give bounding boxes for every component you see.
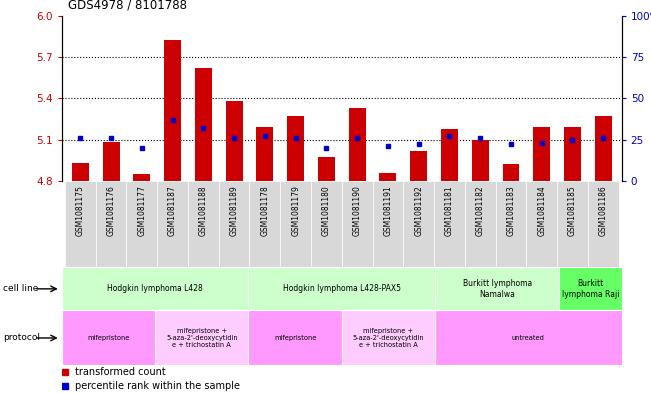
Bar — [559, 267, 622, 310]
Text: GSM1081183: GSM1081183 — [506, 185, 516, 236]
Bar — [195, 68, 212, 181]
Bar — [503, 164, 519, 181]
Bar — [103, 142, 120, 181]
Text: mifepristone +
5-aza-2'-deoxycytidin
e + trichostatin A: mifepristone + 5-aza-2'-deoxycytidin e +… — [353, 328, 424, 348]
Text: GSM1081179: GSM1081179 — [291, 185, 300, 236]
Bar — [287, 116, 304, 181]
Bar — [133, 174, 150, 181]
Bar — [155, 310, 249, 365]
Bar — [65, 181, 96, 267]
Bar — [62, 267, 249, 310]
Text: GSM1081191: GSM1081191 — [383, 185, 393, 236]
Bar — [472, 140, 489, 181]
Bar — [249, 310, 342, 365]
Bar — [342, 181, 372, 267]
Bar — [557, 181, 588, 267]
Text: GSM1081176: GSM1081176 — [107, 185, 116, 236]
Text: GSM1081178: GSM1081178 — [260, 185, 270, 236]
Bar — [280, 181, 311, 267]
Bar — [226, 101, 243, 181]
Bar — [62, 310, 155, 365]
Bar — [495, 181, 527, 267]
Bar — [126, 181, 157, 267]
Bar — [249, 181, 280, 267]
Bar — [465, 181, 495, 267]
Bar — [318, 157, 335, 181]
Text: GSM1081185: GSM1081185 — [568, 185, 577, 236]
Text: GSM1081182: GSM1081182 — [476, 185, 485, 236]
Bar — [441, 129, 458, 181]
Bar — [96, 181, 126, 267]
Text: mifepristone +
5-aza-2'-deoxycytidin
e + trichostatin A: mifepristone + 5-aza-2'-deoxycytidin e +… — [166, 328, 238, 348]
Text: GSM1081189: GSM1081189 — [230, 185, 239, 236]
Text: Hodgkin lymphoma L428: Hodgkin lymphoma L428 — [107, 285, 203, 293]
Bar — [434, 181, 465, 267]
Text: GSM1081192: GSM1081192 — [414, 185, 423, 236]
Bar — [435, 267, 559, 310]
Bar — [372, 181, 404, 267]
Text: GSM1081188: GSM1081188 — [199, 185, 208, 236]
Text: mifepristone: mifepristone — [87, 335, 130, 341]
Text: mifepristone: mifepristone — [274, 335, 316, 341]
Bar — [410, 151, 427, 181]
Bar — [164, 40, 181, 181]
Text: GDS4978 / 8101788: GDS4978 / 8101788 — [68, 0, 187, 12]
Text: GSM1081177: GSM1081177 — [137, 185, 146, 236]
Bar — [219, 181, 249, 267]
Text: transformed count: transformed count — [76, 367, 166, 377]
Bar — [311, 181, 342, 267]
Bar — [595, 116, 612, 181]
Bar — [188, 181, 219, 267]
Bar — [349, 108, 366, 181]
Bar — [157, 181, 188, 267]
Text: GSM1081187: GSM1081187 — [168, 185, 177, 236]
Bar — [342, 310, 435, 365]
Text: GSM1081186: GSM1081186 — [599, 185, 608, 236]
Text: Burkitt lymphoma
Namalwa: Burkitt lymphoma Namalwa — [463, 279, 532, 299]
Bar — [249, 267, 435, 310]
Text: Burkitt
lymphoma Raji: Burkitt lymphoma Raji — [562, 279, 619, 299]
Bar — [404, 181, 434, 267]
Bar — [256, 127, 273, 181]
Bar — [380, 173, 396, 181]
Text: untreated: untreated — [512, 335, 545, 341]
Bar — [588, 181, 618, 267]
Bar — [527, 181, 557, 267]
Text: cell line: cell line — [3, 285, 38, 293]
Text: GSM1081190: GSM1081190 — [353, 185, 362, 236]
Text: GSM1081175: GSM1081175 — [76, 185, 85, 236]
Text: GSM1081184: GSM1081184 — [537, 185, 546, 236]
Text: Hodgkin lymphoma L428-PAX5: Hodgkin lymphoma L428-PAX5 — [283, 285, 401, 293]
Bar — [564, 127, 581, 181]
Bar — [72, 163, 89, 181]
Bar — [435, 310, 622, 365]
Text: GSM1081180: GSM1081180 — [322, 185, 331, 236]
Text: GSM1081181: GSM1081181 — [445, 185, 454, 236]
Text: percentile rank within the sample: percentile rank within the sample — [76, 381, 240, 391]
Bar — [533, 127, 550, 181]
Text: protocol: protocol — [3, 334, 40, 342]
